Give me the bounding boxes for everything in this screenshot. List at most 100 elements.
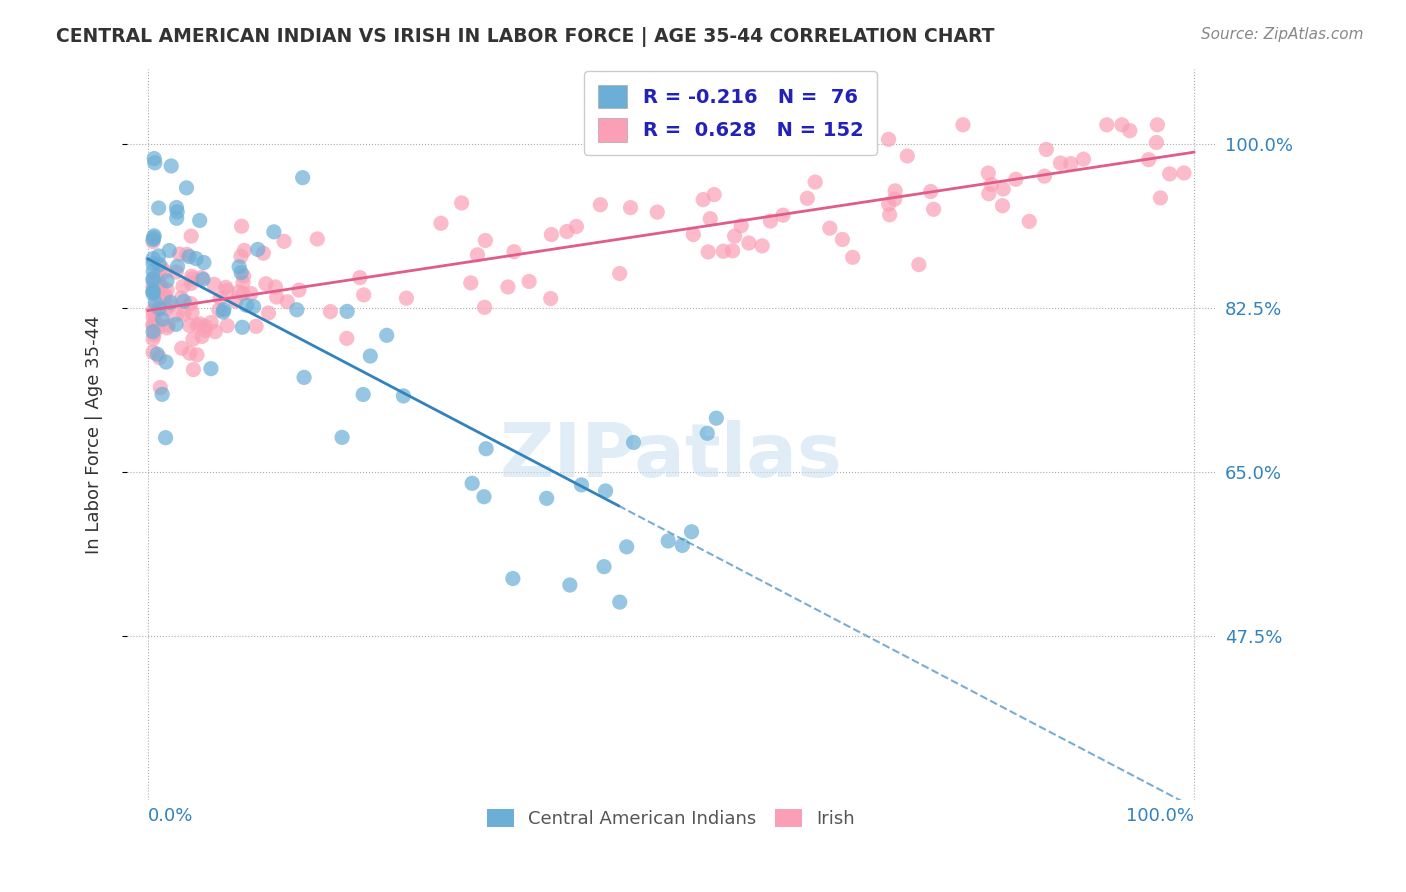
Point	[149, 380, 172, 394]
Point	[682, 227, 704, 242]
Point	[142, 264, 165, 278]
Point	[877, 132, 900, 146]
Point	[143, 228, 166, 243]
Point	[170, 291, 193, 305]
Point	[186, 348, 208, 362]
Point	[704, 411, 727, 425]
Point	[180, 269, 202, 284]
Point	[645, 205, 668, 219]
Point	[156, 274, 179, 288]
Point	[194, 324, 217, 338]
Point	[143, 152, 166, 166]
Point	[184, 252, 207, 266]
Point	[157, 298, 180, 312]
Point	[176, 247, 198, 261]
Point	[142, 319, 165, 334]
Point	[1111, 118, 1133, 132]
Point	[319, 304, 342, 318]
Legend: Central American Indians, Irish: Central American Indians, Irish	[479, 801, 862, 835]
Point	[1137, 153, 1160, 167]
Point	[150, 260, 173, 275]
Point	[474, 234, 496, 248]
Point	[920, 185, 942, 199]
Point	[146, 347, 169, 361]
Point	[142, 345, 165, 359]
Point	[143, 285, 166, 299]
Point	[153, 291, 176, 305]
Point	[472, 490, 495, 504]
Point	[467, 248, 489, 262]
Point	[536, 491, 558, 506]
Point	[152, 312, 174, 326]
Point	[699, 211, 721, 226]
Y-axis label: In Labor Force | Age 35-44: In Labor Force | Age 35-44	[86, 315, 103, 554]
Point	[593, 559, 616, 574]
Point	[681, 524, 703, 539]
Point	[215, 283, 238, 297]
Point	[188, 213, 211, 227]
Point	[1159, 167, 1181, 181]
Point	[352, 387, 374, 401]
Point	[225, 293, 247, 308]
Point	[142, 286, 165, 301]
Point	[730, 219, 752, 233]
Point	[143, 156, 166, 170]
Text: CENTRAL AMERICAN INDIAN VS IRISH IN LABOR FORCE | AGE 35-44 CORRELATION CHART: CENTRAL AMERICAN INDIAN VS IRISH IN LABO…	[56, 27, 994, 46]
Point	[1095, 118, 1118, 132]
Point	[589, 197, 612, 211]
Point	[148, 258, 170, 272]
Point	[217, 318, 239, 333]
Point	[751, 239, 773, 253]
Point	[430, 216, 453, 230]
Point	[166, 260, 188, 274]
Point	[1018, 214, 1040, 228]
Point	[264, 280, 287, 294]
Point	[191, 272, 214, 286]
Point	[804, 175, 827, 189]
Point	[153, 264, 176, 278]
Point	[173, 307, 195, 321]
Point	[692, 193, 714, 207]
Point	[181, 272, 204, 286]
Point	[212, 305, 235, 319]
Point	[496, 280, 519, 294]
Point	[877, 197, 900, 211]
Point	[173, 294, 195, 309]
Point	[145, 270, 167, 285]
Point	[1035, 143, 1057, 157]
Point	[180, 296, 202, 310]
Point	[571, 478, 593, 492]
Point	[540, 292, 562, 306]
Point	[186, 318, 208, 333]
Point	[896, 149, 918, 163]
Point	[179, 318, 201, 333]
Point	[879, 208, 901, 222]
Point	[143, 327, 166, 342]
Point	[288, 283, 311, 297]
Point	[165, 318, 187, 332]
Point	[977, 186, 1000, 201]
Point	[232, 269, 254, 284]
Point	[884, 184, 907, 198]
Point	[1073, 152, 1095, 166]
Point	[180, 277, 202, 291]
Point	[263, 225, 285, 239]
Point	[266, 290, 288, 304]
Point	[993, 182, 1015, 196]
Point	[150, 387, 173, 401]
Point	[353, 288, 375, 302]
Point	[160, 159, 183, 173]
Point	[142, 318, 165, 332]
Point	[291, 170, 314, 185]
Point	[200, 361, 222, 376]
Point	[1004, 172, 1026, 186]
Point	[166, 201, 188, 215]
Point	[142, 310, 165, 324]
Point	[1146, 118, 1168, 132]
Point	[142, 285, 165, 299]
Point	[671, 538, 693, 552]
Point	[183, 362, 205, 376]
Point	[922, 202, 945, 217]
Point	[696, 426, 718, 441]
Point	[208, 302, 231, 317]
